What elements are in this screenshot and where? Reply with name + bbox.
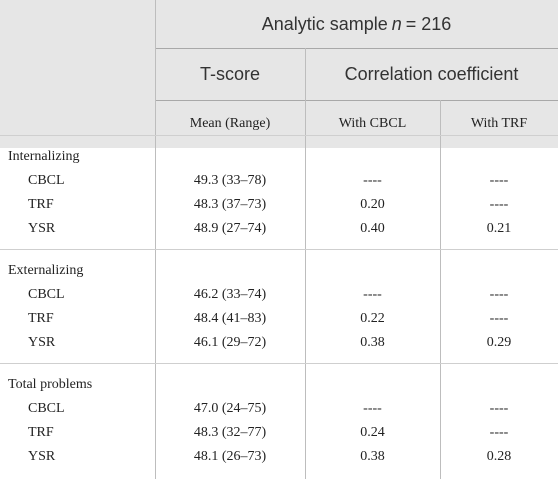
section-label: Total problems [8,377,93,392]
with-cbcl-cell: 0.38 [360,335,385,350]
with-trf-cell: ---- [489,287,509,302]
with-trf-cell: ---- [489,425,509,440]
row-label: TRF [28,197,54,212]
row-label: YSR [28,335,56,350]
with-cbcl-cell: ---- [363,287,382,302]
section-divider [0,135,558,136]
mean-range-header: Mean (Range) [189,116,271,131]
header-divider [155,48,558,49]
mean-range-cell: 48.9 (27–74) [193,221,267,236]
with-trf-cell: 0.29 [486,335,512,350]
with-cbcl-cell: 0.24 [360,425,385,440]
mean-range-cell: 46.1 (29–72) [193,335,267,350]
with-trf-cell: 0.21 [486,221,512,236]
with-trf-cell: ---- [489,311,509,326]
mean-range-cell: 48.4 (41–83) [193,311,267,326]
with-cbcl-header: With CBCL [338,116,407,131]
column-divider [155,0,156,479]
with-trf-cell: ---- [489,401,509,416]
with-trf-cell: 0.28 [486,449,512,464]
with-trf-cell: ---- [489,197,509,212]
with-trf-cell: ---- [489,173,509,188]
column-divider [305,48,306,479]
row-label: YSR [28,449,56,464]
mean-range-cell: 48.3 (37–73) [193,197,267,212]
with-cbcl-cell: 0.20 [360,197,385,212]
row-label: CBCL [28,401,65,416]
group-title-prefix: Analytic sample [261,13,388,34]
with-cbcl-cell: 0.40 [360,221,385,236]
mean-range-cell: 49.3 (33–78) [193,173,267,188]
mean-range-cell: 48.1 (26–73) [193,449,267,464]
row-label: TRF [28,311,54,326]
subheader-divider [155,100,558,101]
with-cbcl-cell: 0.22 [360,311,385,326]
table-header [0,0,558,148]
mean-range-cell: 46.2 (33–74) [193,287,267,302]
group-title: Analytic sample n = 216 [155,0,558,48]
mean-range-cell: 48.3 (32–77) [193,425,267,440]
row-label: TRF [28,425,54,440]
row-label: CBCL [28,173,65,188]
column-divider [440,100,441,479]
section-label: Internalizing [8,149,80,164]
with-cbcl-cell: ---- [363,401,382,416]
group-title-n: n [391,13,402,34]
row-label: CBCL [28,287,65,302]
with-cbcl-cell: ---- [363,173,382,188]
with-trf-header: With TRF [470,116,528,131]
section-label: Externalizing [8,263,84,278]
section-divider [0,249,558,250]
tscore-header: T-score [199,63,260,84]
mean-range-cell: 47.0 (24–75) [193,401,267,416]
correlation-header: Correlation coefficient [344,63,519,84]
section-divider [0,363,558,364]
row-label: YSR [28,221,56,236]
with-cbcl-cell: 0.38 [360,449,385,464]
group-title-suffix: = 216 [405,13,452,34]
